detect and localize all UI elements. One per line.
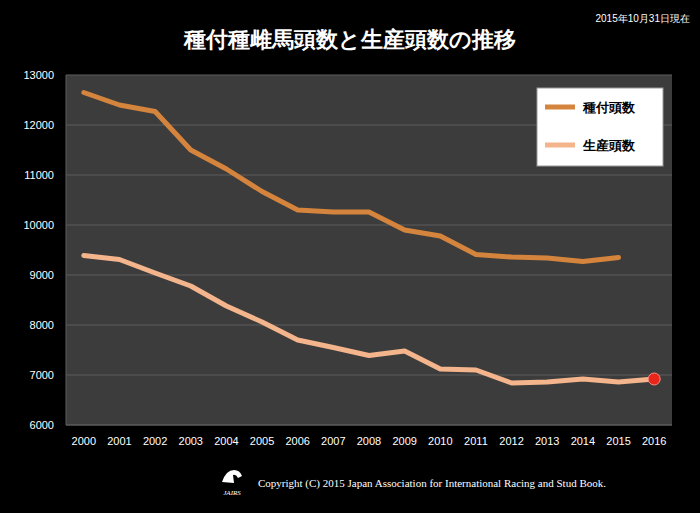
y-axis bbox=[66, 75, 67, 425]
logo-text: JAIRS bbox=[223, 489, 241, 497]
legend-box bbox=[537, 88, 663, 166]
grid-line bbox=[66, 75, 672, 76]
x-tick-label: 2008 bbox=[357, 435, 381, 447]
title: 種付種雌馬頭数と生産頭数の推移 bbox=[183, 27, 516, 52]
x-tick-label: 2013 bbox=[535, 435, 559, 447]
x-tick-label: 2015 bbox=[606, 435, 630, 447]
legend-label: 種付頭数 bbox=[582, 100, 636, 115]
source: Copyright (C) 2015 Japan Association for… bbox=[258, 477, 606, 490]
grid-line bbox=[66, 375, 672, 376]
y-tick-label: 9000 bbox=[30, 269, 54, 281]
x-tick-label: 2002 bbox=[143, 435, 167, 447]
x-tick-label: 2010 bbox=[428, 435, 452, 447]
y-tick-label: 12000 bbox=[23, 119, 54, 131]
y-tick-label: 8000 bbox=[30, 319, 54, 331]
legend: 種付頭数生産頭数 bbox=[537, 88, 663, 166]
x-tick-label: 2006 bbox=[285, 435, 309, 447]
x-tick-label: 2001 bbox=[107, 435, 131, 447]
subtitle: 2015年10月31日現在 bbox=[596, 13, 691, 24]
chart: 6000 7000 8000 9000 10000 11000 12000 13000 2000… bbox=[0, 0, 700, 513]
x-tick-label: 2000 bbox=[72, 435, 96, 447]
x-tick-label: 2009 bbox=[392, 435, 416, 447]
x-tick-label: 2005 bbox=[250, 435, 274, 447]
highlight-point bbox=[648, 373, 660, 385]
plot-area bbox=[66, 75, 672, 425]
y-tick-label: 11000 bbox=[24, 169, 54, 181]
x-tick-label: 2014 bbox=[571, 435, 595, 447]
y-tick-label: 13000 bbox=[23, 69, 54, 81]
grid-line bbox=[66, 325, 672, 326]
y-tick-label: 10000 bbox=[23, 219, 54, 231]
x-tick-label: 2007 bbox=[321, 435, 345, 447]
x-tick-label: 2016 bbox=[642, 435, 666, 447]
background bbox=[0, 0, 700, 513]
y-tick-label: 6000 bbox=[30, 419, 54, 431]
legend-swatch bbox=[545, 105, 575, 110]
x-tick-label: 2011 bbox=[464, 435, 488, 447]
y-tick-label: 7000 bbox=[30, 369, 54, 381]
x-axis bbox=[66, 425, 672, 426]
grid-line bbox=[66, 225, 672, 226]
legend-label: 生産頭数 bbox=[582, 138, 636, 153]
x-tick-label: 2004 bbox=[214, 435, 238, 447]
grid-line bbox=[66, 425, 672, 426]
x-tick-label: 2012 bbox=[499, 435, 523, 447]
series-line bbox=[84, 256, 654, 384]
legend-swatch bbox=[545, 143, 575, 148]
logo: JAIRS bbox=[222, 470, 242, 497]
logo-horse bbox=[222, 470, 242, 483]
x-tick-label: 2003 bbox=[179, 435, 203, 447]
grid-line bbox=[66, 175, 672, 176]
